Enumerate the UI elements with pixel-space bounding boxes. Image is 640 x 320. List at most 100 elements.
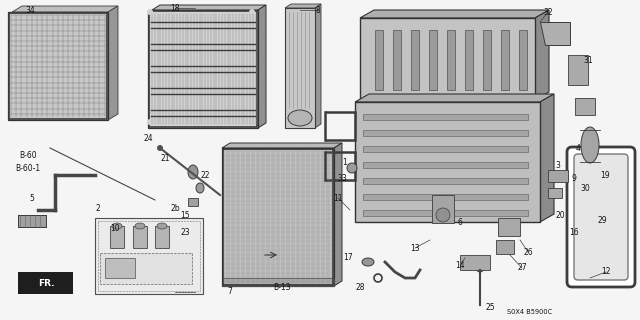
Bar bbox=[465, 30, 473, 90]
Text: 11: 11 bbox=[333, 194, 343, 203]
Bar bbox=[363, 146, 528, 152]
Bar bbox=[447, 30, 455, 90]
Ellipse shape bbox=[362, 258, 374, 266]
Text: 12: 12 bbox=[601, 268, 611, 276]
Bar bbox=[18, 272, 73, 294]
Bar bbox=[498, 218, 520, 236]
Bar bbox=[432, 195, 454, 223]
Polygon shape bbox=[315, 4, 321, 128]
Bar bbox=[149, 11, 257, 127]
Text: B-60: B-60 bbox=[19, 150, 37, 159]
Bar bbox=[223, 149, 333, 285]
Ellipse shape bbox=[288, 110, 312, 126]
Text: 23: 23 bbox=[180, 228, 190, 236]
Text: 30: 30 bbox=[580, 183, 590, 193]
Polygon shape bbox=[258, 5, 266, 128]
Polygon shape bbox=[152, 5, 266, 10]
Bar bbox=[363, 210, 528, 216]
Bar bbox=[375, 30, 383, 90]
Ellipse shape bbox=[157, 223, 167, 229]
Bar bbox=[133, 226, 147, 248]
Bar bbox=[548, 188, 562, 198]
Text: 28: 28 bbox=[355, 284, 365, 292]
Text: 22: 22 bbox=[200, 171, 210, 180]
Ellipse shape bbox=[581, 127, 599, 163]
Ellipse shape bbox=[188, 165, 198, 179]
Polygon shape bbox=[540, 22, 570, 45]
Bar bbox=[9, 13, 107, 119]
Text: 9: 9 bbox=[572, 173, 577, 182]
Text: FR.: FR. bbox=[38, 278, 54, 287]
Polygon shape bbox=[12, 6, 118, 12]
Text: 13: 13 bbox=[410, 244, 420, 252]
Polygon shape bbox=[222, 143, 342, 148]
Bar bbox=[360, 18, 535, 100]
Polygon shape bbox=[285, 4, 321, 8]
Text: 24: 24 bbox=[143, 133, 153, 142]
Text: B-60-1: B-60-1 bbox=[15, 164, 40, 172]
Bar bbox=[105, 258, 135, 278]
Text: 2: 2 bbox=[95, 204, 100, 212]
Bar bbox=[496, 240, 514, 254]
Circle shape bbox=[147, 119, 153, 125]
Bar bbox=[155, 226, 169, 248]
Bar bbox=[285, 8, 315, 128]
Circle shape bbox=[147, 9, 153, 15]
FancyBboxPatch shape bbox=[567, 147, 635, 287]
Bar bbox=[363, 114, 528, 120]
Polygon shape bbox=[334, 143, 342, 286]
Text: 19: 19 bbox=[600, 171, 610, 180]
Text: 14: 14 bbox=[455, 260, 465, 269]
Polygon shape bbox=[535, 10, 549, 100]
Circle shape bbox=[249, 9, 255, 15]
Text: 3: 3 bbox=[556, 161, 561, 170]
Text: 18: 18 bbox=[170, 4, 180, 12]
Bar bbox=[363, 194, 528, 200]
Bar bbox=[222, 278, 334, 286]
FancyBboxPatch shape bbox=[574, 154, 628, 280]
Bar bbox=[363, 130, 528, 136]
Ellipse shape bbox=[477, 268, 483, 272]
Ellipse shape bbox=[436, 208, 450, 222]
Bar bbox=[110, 226, 124, 248]
Bar bbox=[148, 10, 258, 128]
Bar bbox=[98, 221, 200, 291]
FancyArrow shape bbox=[18, 273, 48, 287]
Text: 25: 25 bbox=[485, 303, 495, 313]
Bar bbox=[18, 215, 46, 227]
Text: 7: 7 bbox=[228, 287, 232, 297]
Text: S0X4 B5900C: S0X4 B5900C bbox=[508, 309, 552, 315]
Bar bbox=[460, 255, 490, 270]
Bar bbox=[188, 198, 198, 206]
Bar bbox=[363, 178, 528, 184]
Text: 33: 33 bbox=[337, 173, 347, 182]
Text: 17: 17 bbox=[343, 253, 353, 262]
Text: 8: 8 bbox=[316, 5, 321, 14]
Text: 15: 15 bbox=[180, 211, 190, 220]
Text: 20: 20 bbox=[555, 211, 565, 220]
Polygon shape bbox=[108, 6, 118, 120]
Circle shape bbox=[249, 119, 255, 125]
Bar bbox=[411, 30, 419, 90]
Polygon shape bbox=[540, 94, 554, 222]
Ellipse shape bbox=[157, 145, 163, 151]
Text: 10: 10 bbox=[110, 223, 120, 233]
Text: 29: 29 bbox=[597, 215, 607, 225]
Polygon shape bbox=[575, 98, 595, 115]
Text: 4: 4 bbox=[575, 143, 580, 153]
Ellipse shape bbox=[347, 163, 357, 173]
Ellipse shape bbox=[196, 183, 204, 193]
Polygon shape bbox=[355, 94, 554, 102]
Bar bbox=[355, 102, 540, 222]
Text: B-13: B-13 bbox=[273, 284, 291, 292]
Bar bbox=[548, 170, 568, 182]
Bar bbox=[519, 30, 527, 90]
Text: 26: 26 bbox=[523, 247, 533, 257]
Text: 5: 5 bbox=[29, 194, 35, 203]
Bar bbox=[568, 55, 588, 85]
Bar bbox=[501, 30, 509, 90]
Text: 21: 21 bbox=[160, 154, 170, 163]
Text: 16: 16 bbox=[569, 228, 579, 236]
Bar bbox=[8, 12, 108, 120]
Bar bbox=[363, 162, 528, 168]
